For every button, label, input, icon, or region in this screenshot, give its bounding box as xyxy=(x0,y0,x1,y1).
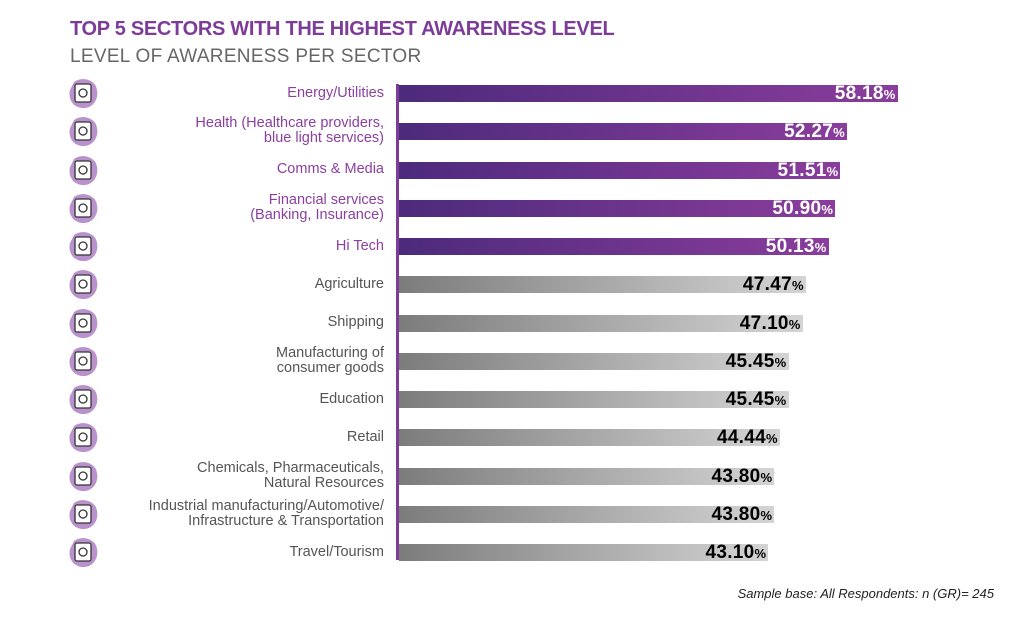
bar xyxy=(399,238,829,255)
rocket-icon xyxy=(66,229,100,263)
category-label-line: consumer goods xyxy=(276,359,384,376)
data-label: 52.27% xyxy=(784,121,845,143)
bar-row: Agriculture 47.47% xyxy=(0,265,1024,303)
health-icon xyxy=(66,114,100,148)
bar-row: Energy/Utilities 58.18% xyxy=(0,74,1024,112)
chart-title: TOP 5 SECTORS WITH THE HIGHEST AWARENESS… xyxy=(70,18,615,40)
atom-icon xyxy=(66,382,100,416)
category-label: Agriculture xyxy=(84,275,384,292)
bar-row: Shipping 47.10% xyxy=(0,304,1024,342)
category-label-line: Energy/Utilities xyxy=(287,84,384,101)
energy-icon xyxy=(66,76,100,110)
data-label: 45.45% xyxy=(725,389,787,410)
bar-row: Chemicals, Pharmaceuticals, Natural Resou… xyxy=(0,457,1024,495)
category-label-line: Retail xyxy=(346,428,384,445)
axis-line xyxy=(396,84,399,560)
bar-row: Industrial manufacturing/Automotive/Infr… xyxy=(0,495,1024,533)
finance-icon xyxy=(66,191,100,225)
bar xyxy=(399,314,803,332)
ship-icon xyxy=(66,306,100,340)
media-icon xyxy=(66,153,100,187)
category-label-line: Natural Resources xyxy=(263,474,384,491)
bar-row: Comms & Media 51.51% xyxy=(0,151,1024,189)
chemistry-icon xyxy=(66,459,100,493)
data-label: 47.10% xyxy=(739,312,801,334)
bar-row: Health (Healthcare providers, blue light … xyxy=(0,112,1024,150)
category-label-line: Infrastructure & Transportation xyxy=(188,512,384,529)
footnote: Sample base: All Respondents: n (GR)= 24… xyxy=(737,586,994,601)
category-label: Manufacturing of consumer goods xyxy=(84,344,384,376)
category-label: Health (Healthcare providers, blue light … xyxy=(84,116,384,146)
category-label-line: (Banking, Insurance) xyxy=(250,206,384,223)
compass-icon xyxy=(66,535,100,569)
bar xyxy=(399,467,775,485)
bar xyxy=(399,505,775,523)
bar xyxy=(399,429,780,447)
data-label: 51.51% xyxy=(777,159,839,181)
category-label: Shipping xyxy=(84,315,384,330)
agriculture-icon xyxy=(66,267,100,301)
category-label: Hi Tech xyxy=(84,237,384,254)
data-label: 43.10% xyxy=(705,542,767,563)
bar-row: Education 45.45% xyxy=(0,380,1024,418)
bar xyxy=(399,391,789,408)
category-label: Education xyxy=(84,390,385,407)
bar xyxy=(399,85,898,102)
bar-row: Retail 44.44% xyxy=(0,418,1024,456)
category-label: Financial services (Banking, Insurance) xyxy=(84,191,384,223)
category-label: Energy/Utilities xyxy=(84,84,384,101)
data-label: 58.18% xyxy=(834,83,896,104)
bar-row: Hi Tech 50.13% xyxy=(0,227,1024,265)
category-label-line: Education xyxy=(319,390,385,407)
category-label-line: Manufacturing of xyxy=(275,344,384,361)
category-label: Industrial manufacturing/Automotive/Infr… xyxy=(84,497,384,529)
category-label-line: blue light services) xyxy=(263,130,384,147)
bar-row: Travel/Tourism 43.10% xyxy=(0,533,1024,571)
category-label-line: Travel/Tourism xyxy=(289,543,384,560)
bar xyxy=(399,199,836,217)
category-label-line: Comms & Media xyxy=(276,161,384,177)
category-label-line: Agriculture xyxy=(314,275,384,292)
category-label: Retail xyxy=(84,428,384,445)
data-label: 50.13% xyxy=(765,236,827,257)
category-label-line: Financial services xyxy=(268,191,384,208)
data-label: 44.44% xyxy=(716,427,778,449)
category-label-line: Industrial manufacturing/Automotive/ xyxy=(148,497,384,514)
bar xyxy=(399,352,789,370)
data-label: 50.90% xyxy=(772,197,834,219)
data-label: 43.80% xyxy=(711,503,773,525)
bar xyxy=(399,123,847,141)
category-label: Comms & Media xyxy=(84,162,384,177)
barcode-icon xyxy=(66,344,100,378)
factory-icon xyxy=(66,497,100,531)
data-label: 45.45% xyxy=(725,350,787,372)
category-label-line: Chemicals, Pharmaceuticals, xyxy=(197,459,384,476)
category-label: Chemicals, Pharmaceuticals, Natural Resou… xyxy=(84,459,384,491)
category-label-line: Shipping xyxy=(327,314,384,330)
data-label: 43.80% xyxy=(711,465,773,487)
bar xyxy=(399,276,806,294)
bar-row: Financial services (Banking, Insurance) 50… xyxy=(0,189,1024,227)
category-label-line: Hi Tech xyxy=(335,237,384,254)
bar xyxy=(399,544,769,561)
category-label: Travel/Tourism xyxy=(84,543,384,560)
data-label: 47.47% xyxy=(742,274,804,296)
bar-row: Manufacturing of consumer goods 45.45% xyxy=(0,342,1024,380)
bar xyxy=(399,161,841,179)
retail-icon xyxy=(66,420,100,454)
category-label-line: Health (Healthcare providers, xyxy=(195,115,384,132)
chart-subtitle: LEVEL OF AWARENESS PER SECTOR xyxy=(70,46,422,67)
